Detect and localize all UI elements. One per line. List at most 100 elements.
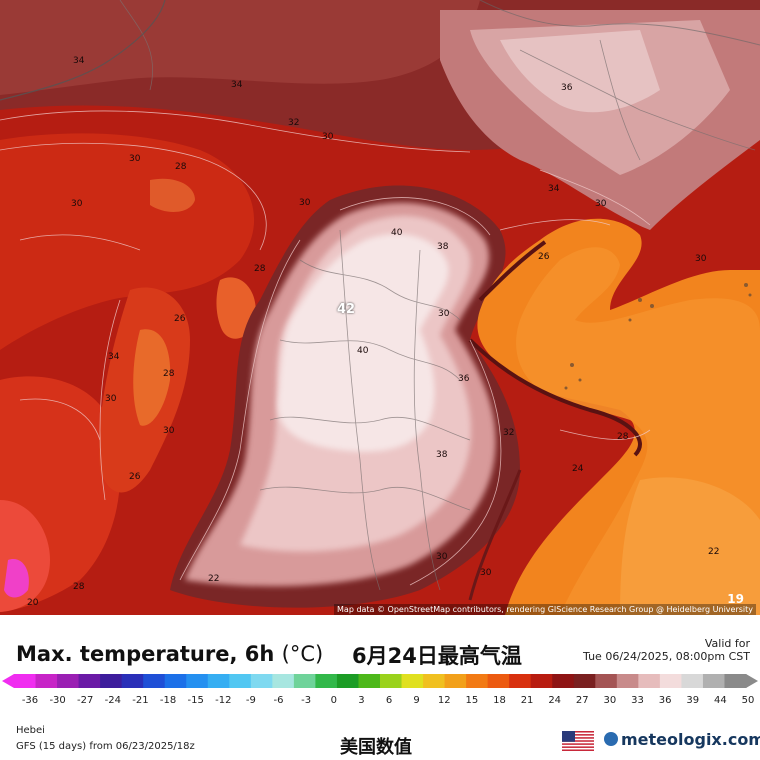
scale-tick-label: 44: [714, 695, 727, 706]
contour-label: 34: [548, 184, 560, 194]
scale-swatch: [444, 674, 467, 688]
scale-swatch: [466, 674, 489, 688]
scale-swatch: [121, 674, 144, 688]
scale-swatch: [207, 674, 230, 688]
contour-label: 28: [254, 264, 266, 274]
scale-tick-label: 27: [575, 695, 589, 706]
contour-label: 26: [129, 472, 141, 482]
contour-label: 30: [480, 568, 492, 578]
scale-swatch: [315, 674, 338, 688]
scale-tick-label: 21: [520, 695, 534, 706]
region-name: Hebei: [16, 725, 45, 736]
scale-swatch: [530, 674, 553, 688]
scale-swatch: [164, 674, 187, 688]
model-info: GFS (15 days) from 06/23/2025/18z: [16, 741, 195, 752]
meteologix-logo-icon: [604, 732, 618, 746]
contour-label: 36: [561, 83, 573, 93]
scale-tick-label: 12: [437, 695, 451, 706]
scale-left-arrow-icon: [2, 674, 14, 688]
max-temperature-label: 42: [337, 302, 356, 317]
scale-tick-label: -27: [77, 695, 94, 706]
scale-tick-label: 15: [465, 695, 479, 706]
scale-swatch: [380, 674, 403, 688]
valid-label: Valid for: [704, 637, 750, 650]
scale-tick-label: 18: [493, 695, 506, 706]
scale-swatch: [14, 674, 37, 688]
contour-label: 40: [391, 228, 403, 238]
scale-tick-label: -3: [301, 695, 312, 706]
scale-tick-label: 39: [686, 695, 700, 706]
temperature-map[interactable]: 34 34 32 30 36 30 28 30 30 34 30 40 38 26 30 28 30 26 40 34…: [0, 0, 760, 615]
contour-label: 30: [71, 199, 83, 209]
contour-label: 28: [175, 162, 187, 172]
contour-label: 38: [437, 242, 449, 252]
contour-label: 22: [208, 574, 220, 584]
color-scale-ticks: -36 -30 -27 -24 -21 -18 -15 -12 -9 -6 -3 0 3 6 9 12 15 18…: [0, 695, 760, 709]
scale-tick-label: -15: [187, 695, 204, 706]
scale-swatch: [616, 674, 639, 688]
contour-label: 28: [73, 582, 85, 592]
contour-label: 28: [163, 369, 175, 379]
scale-swatch: [35, 674, 58, 688]
brand-text: meteologix.com: [621, 730, 760, 749]
map-credit[interactable]: Map data © OpenStreetMap contributors, r…: [334, 604, 756, 615]
scale-swatch: [100, 674, 123, 688]
scale-tick-label: 50: [741, 695, 755, 706]
contour-label: 22: [708, 547, 720, 557]
contour-label: 30: [436, 552, 448, 562]
scale-tick-label: 0: [330, 695, 337, 706]
scale-swatch: [423, 674, 446, 688]
contour-label: 32: [503, 428, 515, 438]
scale-tick-label: 36: [658, 695, 672, 706]
contour-label: 40: [357, 346, 369, 356]
scale-swatch: [702, 674, 725, 688]
contour-label: 30: [695, 254, 707, 264]
scale-swatch: [552, 674, 575, 688]
page-title: Max. temperature, 6h (°C): [16, 642, 323, 666]
contour-label: 30: [322, 132, 334, 142]
contour-label: 30: [105, 394, 117, 404]
scale-swatch: [272, 674, 295, 688]
contour-label: 32: [288, 118, 300, 128]
scale-tick-label: -36: [21, 695, 39, 706]
scale-right-arrow-icon: [746, 674, 758, 688]
contour-label: 30: [299, 198, 311, 208]
brand-logo[interactable]: meteologix.com: [604, 730, 760, 749]
scale-tick-label: -30: [49, 695, 66, 706]
title-text: Max. temperature, 6h: [16, 642, 275, 666]
scale-swatch: [595, 674, 618, 688]
scale-swatch: [487, 674, 510, 688]
scale-tick-label: 6: [385, 695, 393, 706]
contour-label: 30: [129, 154, 141, 164]
contour-label: 38: [436, 450, 448, 460]
scale-swatch: [336, 674, 359, 688]
scale-swatch: [250, 674, 273, 688]
scale-tick-label: 33: [631, 695, 644, 706]
scale-swatch: [358, 674, 381, 688]
scale-swatch: [186, 674, 209, 688]
title-unit: (°C): [281, 642, 324, 666]
scale-swatch: [509, 674, 532, 688]
valid-time: Tue 06/24/2025, 08:00pm CST: [583, 650, 750, 663]
color-scale-bar: [2, 674, 758, 688]
contour-label: 34: [231, 80, 243, 90]
contour-label: 26: [174, 314, 186, 324]
scale-tick-label: -12: [215, 695, 232, 706]
scale-swatch: [681, 674, 704, 688]
scale-swatch: [724, 674, 747, 688]
contour-label: 28: [617, 432, 629, 442]
scale-swatch: [229, 674, 252, 688]
corner-value: 19: [727, 592, 744, 606]
contour-label: 20: [27, 598, 39, 608]
scale-tick-label: -6: [273, 695, 284, 706]
contour-label: 34: [108, 352, 120, 362]
scale-tick-label: 24: [548, 695, 562, 706]
scale-tick-label: 30: [603, 695, 617, 706]
footer-panel: Max. temperature, 6h (°C) 6月24日最高气温 Vali…: [0, 615, 760, 760]
contour-label: 34: [73, 56, 85, 66]
scale-swatch: [401, 674, 424, 688]
scale-tick-label: -18: [159, 695, 177, 706]
contour-label: 30: [438, 309, 450, 319]
scale-swatch: [57, 674, 80, 688]
scale-tick-label: -9: [245, 695, 256, 706]
